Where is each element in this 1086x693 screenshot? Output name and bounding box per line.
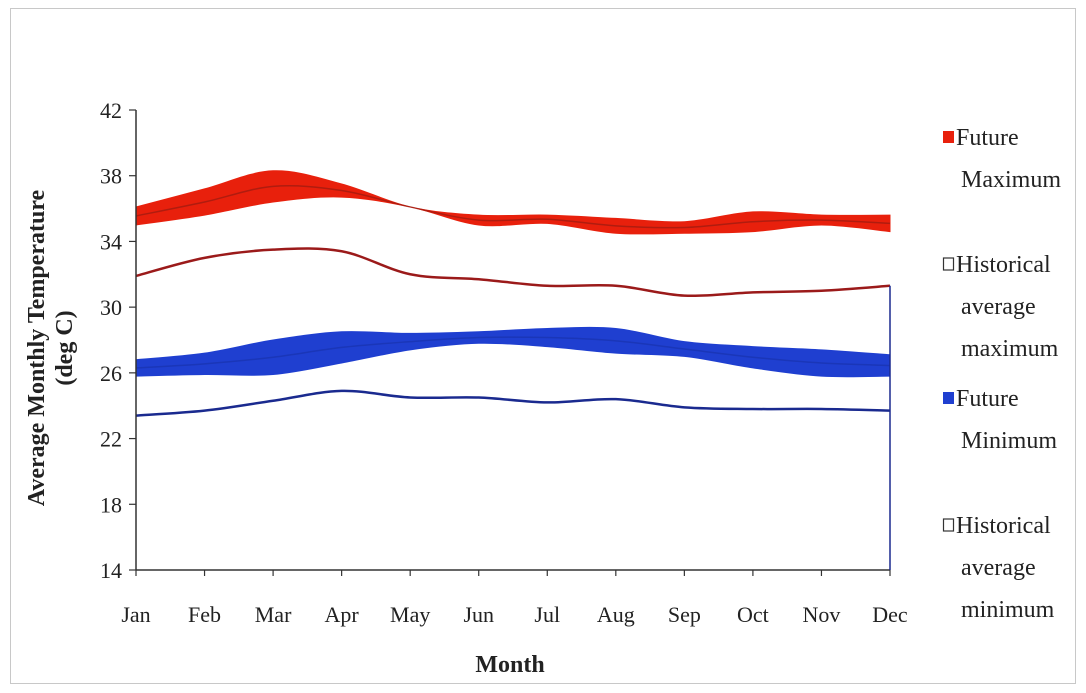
- x-tick-label: May: [390, 602, 430, 627]
- legend-item: Historical average maximum: [942, 252, 1059, 362]
- legend-swatch: [943, 131, 954, 143]
- legend-label: minimum: [961, 597, 1055, 623]
- plot-area: [135, 170, 891, 417]
- legend-swatch: [943, 392, 954, 404]
- y-tick-label: 14: [100, 558, 122, 583]
- x-tick-label: Aug: [597, 602, 635, 627]
- x-tick-label: Nov: [803, 602, 841, 627]
- y-tick-label: 34: [100, 229, 122, 254]
- legend-label: Future: [956, 125, 1019, 151]
- series-line-historical-average-minimum: [135, 389, 891, 417]
- x-tick-label: Jun: [463, 602, 494, 627]
- x-tick-label: Sep: [668, 602, 701, 627]
- series-line-historical-average-maximum: [135, 247, 891, 298]
- legend-item: Future Maximum: [943, 125, 1061, 193]
- y-tick-label: 18: [100, 492, 122, 517]
- x-tick-label: Dec: [872, 602, 908, 627]
- legend-label: average: [961, 294, 1036, 320]
- series-band-center-future-minimum: [135, 336, 891, 369]
- legend-label: Future: [956, 386, 1019, 412]
- legend-label: Maximum: [961, 167, 1061, 193]
- x-tick-label: Jan: [121, 602, 150, 627]
- legend-label: Minimum: [961, 428, 1057, 454]
- legend-label: average: [961, 555, 1036, 581]
- legend-item: Future Minimum: [943, 386, 1057, 454]
- series-band-future-maximum: [135, 170, 891, 235]
- x-tick-label: Jul: [534, 602, 560, 627]
- x-axis-ticks: Jan Feb Mar Apr May Jun Jul Aug Sep Oct Nov Dec: [121, 570, 908, 627]
- x-tick-label: Oct: [737, 602, 769, 627]
- x-tick-label: Feb: [188, 602, 221, 627]
- x-tick-label: Apr: [325, 602, 360, 627]
- legend: Future Maximum Historical average maximum Fut…: [942, 125, 1061, 623]
- legend-label: Historical: [956, 252, 1051, 278]
- y-axis-ticks: 14 18 22 26 30 34 38 42: [100, 98, 136, 583]
- y-tick-label: 26: [100, 361, 122, 386]
- series-band-future-minimum: [135, 326, 891, 378]
- y-tick-label: 30: [100, 295, 122, 320]
- legend-label: maximum: [961, 336, 1059, 362]
- legend-swatch: [942, 257, 955, 271]
- y-axis-title: Average Monthly Temperature: [24, 189, 50, 506]
- y-tick-label: 38: [100, 164, 122, 189]
- axes: [135, 110, 891, 571]
- legend-swatch: [942, 518, 955, 532]
- x-axis-title: Month: [475, 652, 544, 678]
- y-tick-label: 42: [100, 98, 122, 123]
- y-tick-label: 22: [100, 427, 122, 452]
- series-band-center-future-maximum: [135, 184, 891, 229]
- legend-label: Historical: [956, 513, 1051, 539]
- x-tick-label: Mar: [255, 602, 292, 627]
- y-axis-unit: (deg C): [52, 310, 78, 385]
- legend-item: Historical average minimum: [942, 513, 1055, 623]
